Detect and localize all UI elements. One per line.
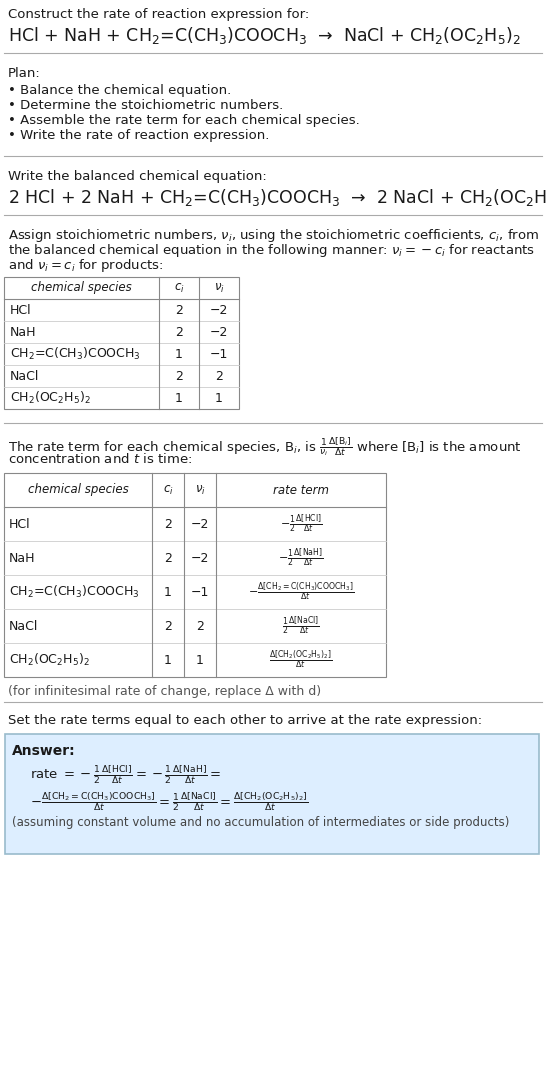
Bar: [4, 473, 386, 677]
Text: concentration and $t$ is time:: concentration and $t$ is time:: [8, 452, 192, 466]
Text: $-\frac{\Delta[\mathrm{CH_2{=}C(CH_3)COOCH_3}]}{\Delta t}$: $-\frac{\Delta[\mathrm{CH_2{=}C(CH_3)COO…: [248, 581, 354, 603]
Text: −2: −2: [191, 551, 209, 565]
Text: (assuming constant volume and no accumulation of intermediates or side products): (assuming constant volume and no accumul…: [12, 816, 509, 829]
Text: NaH: NaH: [9, 551, 35, 565]
Text: $\frac{\Delta[\mathrm{CH_2(OC_2H_5)_2}]}{\Delta t}$: $\frac{\Delta[\mathrm{CH_2(OC_2H_5)_2}]}…: [269, 648, 333, 672]
Text: • Assemble the rate term for each chemical species.: • Assemble the rate term for each chemic…: [8, 114, 360, 127]
Text: Write the balanced chemical equation:: Write the balanced chemical equation:: [8, 170, 267, 183]
Text: Construct the rate of reaction expression for:: Construct the rate of reaction expressio…: [8, 7, 309, 21]
Text: 2: 2: [175, 370, 183, 382]
Text: 1: 1: [175, 347, 183, 361]
Text: the balanced chemical equation in the following manner: $\nu_i = -c_i$ for react: the balanced chemical equation in the fo…: [8, 242, 535, 260]
Text: −2: −2: [191, 518, 209, 531]
Text: NaCl: NaCl: [10, 370, 39, 382]
Text: CH$_2$(OC$_2$H$_5$)$_2$: CH$_2$(OC$_2$H$_5$)$_2$: [9, 651, 90, 669]
Text: CH$_2$=C(CH$_3$)COOCH$_3$: CH$_2$=C(CH$_3$)COOCH$_3$: [9, 584, 140, 600]
Text: 1: 1: [164, 585, 172, 598]
Text: $c_i$: $c_i$: [163, 484, 174, 497]
Text: CH$_2$=C(CH$_3$)COOCH$_3$: CH$_2$=C(CH$_3$)COOCH$_3$: [10, 346, 141, 362]
Text: 2: 2: [164, 518, 172, 531]
Text: Plan:: Plan:: [8, 67, 41, 80]
Bar: [4, 277, 239, 409]
Text: HCl: HCl: [9, 518, 31, 531]
Text: Assign stoichiometric numbers, $\nu_i$, using the stoichiometric coefficients, $: Assign stoichiometric numbers, $\nu_i$, …: [8, 227, 539, 244]
Text: rate $= -\frac{1}{2}\frac{\Delta[\mathrm{HCl}]}{\Delta t} = -\frac{1}{2}\frac{\D: rate $= -\frac{1}{2}\frac{\Delta[\mathrm…: [30, 764, 222, 786]
Text: chemical species: chemical species: [31, 282, 132, 295]
Bar: [5, 734, 539, 854]
Text: rate term: rate term: [273, 484, 329, 497]
Text: 2: 2: [164, 619, 172, 632]
Text: 2: 2: [196, 619, 204, 632]
Text: $\nu_i$: $\nu_i$: [213, 282, 224, 295]
Text: 2 HCl + 2 NaH + CH$_2$=C(CH$_3$)COOCH$_3$  →  2 NaCl + CH$_2$(OC$_2$H$_5$)$_2$: 2 HCl + 2 NaH + CH$_2$=C(CH$_3$)COOCH$_3…: [8, 187, 546, 208]
Text: −1: −1: [210, 347, 228, 361]
Text: • Determine the stoichiometric numbers.: • Determine the stoichiometric numbers.: [8, 99, 283, 112]
Text: $-\frac{1}{2}\frac{\Delta[\mathrm{NaH}]}{\Delta t}$: $-\frac{1}{2}\frac{\Delta[\mathrm{NaH}]}…: [278, 547, 324, 569]
Text: $-\frac{\Delta[\mathrm{CH_2{=}C(CH_3)COOCH_3}]}{\Delta t} = \frac{1}{2}\frac{\De: $-\frac{\Delta[\mathrm{CH_2{=}C(CH_3)COO…: [30, 790, 308, 813]
Text: Set the rate terms equal to each other to arrive at the rate expression:: Set the rate terms equal to each other t…: [8, 714, 482, 727]
Text: 1: 1: [196, 654, 204, 666]
Text: −1: −1: [191, 585, 209, 598]
Text: CH$_2$(OC$_2$H$_5$)$_2$: CH$_2$(OC$_2$H$_5$)$_2$: [10, 390, 91, 406]
Text: (for infinitesimal rate of change, replace Δ with d): (for infinitesimal rate of change, repla…: [8, 685, 321, 698]
Text: NaH: NaH: [10, 326, 37, 339]
Text: 1: 1: [164, 654, 172, 666]
Text: • Balance the chemical equation.: • Balance the chemical equation.: [8, 84, 232, 97]
Text: NaCl: NaCl: [9, 619, 38, 632]
Text: The rate term for each chemical species, B$_i$, is $\frac{1}{\nu_i}\frac{\Delta[: The rate term for each chemical species,…: [8, 435, 522, 458]
Text: HCl + NaH + CH$_2$=C(CH$_3$)COOCH$_3$  →  NaCl + CH$_2$(OC$_2$H$_5$)$_2$: HCl + NaH + CH$_2$=C(CH$_3$)COOCH$_3$ → …: [8, 25, 521, 46]
Text: and $\nu_i = c_i$ for products:: and $\nu_i = c_i$ for products:: [8, 257, 164, 274]
Text: −2: −2: [210, 326, 228, 339]
Text: $c_i$: $c_i$: [174, 282, 185, 295]
Text: 1: 1: [175, 392, 183, 405]
Text: chemical species: chemical species: [28, 484, 128, 497]
Text: 2: 2: [175, 326, 183, 339]
Text: HCl: HCl: [10, 303, 32, 316]
Text: 2: 2: [175, 303, 183, 316]
Text: $\frac{1}{2}\frac{\Delta[\mathrm{NaCl}]}{\Delta t}$: $\frac{1}{2}\frac{\Delta[\mathrm{NaCl}]}…: [282, 614, 320, 638]
Text: $\nu_i$: $\nu_i$: [194, 484, 205, 497]
Text: 1: 1: [215, 392, 223, 405]
Text: • Write the rate of reaction expression.: • Write the rate of reaction expression.: [8, 129, 269, 142]
Text: 2: 2: [164, 551, 172, 565]
Text: $-\frac{1}{2}\frac{\Delta[\mathrm{HCl}]}{\Delta t}$: $-\frac{1}{2}\frac{\Delta[\mathrm{HCl}]}…: [280, 513, 322, 535]
Text: 2: 2: [215, 370, 223, 382]
Text: −2: −2: [210, 303, 228, 316]
Text: Answer:: Answer:: [12, 744, 76, 758]
